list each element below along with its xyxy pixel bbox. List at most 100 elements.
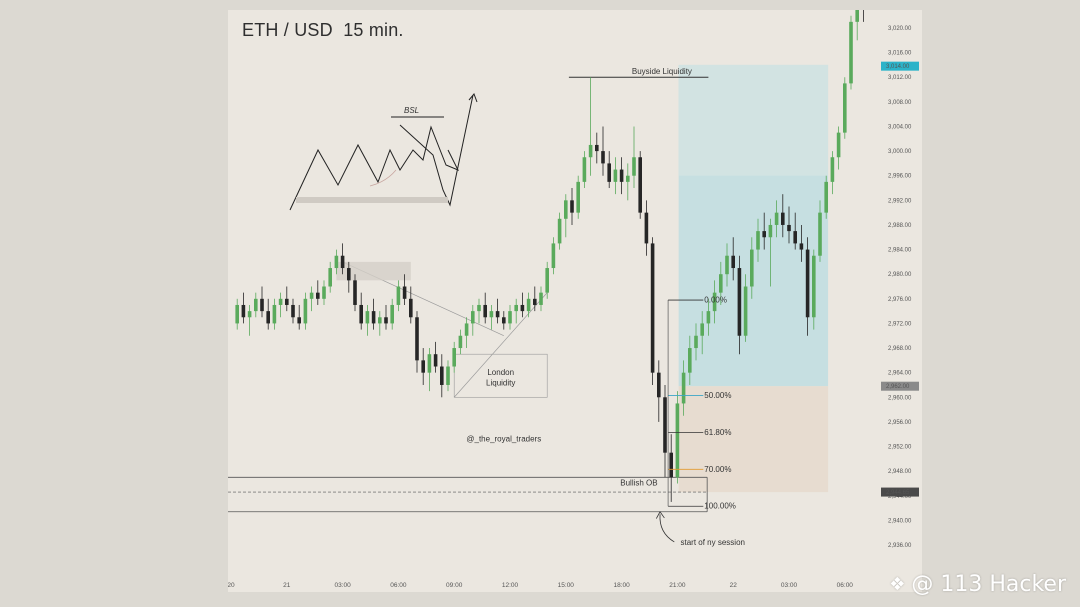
candle-body: [638, 157, 642, 213]
y-tick-label: 3,016.00: [888, 51, 912, 57]
candle-body: [688, 348, 692, 373]
y-tick-label: 2,972.00: [888, 321, 912, 327]
london-trendline-lower: [453, 292, 548, 398]
y-tick-label: 2,956.00: [888, 420, 912, 426]
y-tick-label: 2,936.00: [888, 543, 912, 549]
candle-body: [458, 335, 463, 349]
y-tick-label: 2,944.00: [888, 494, 912, 500]
sketch-bsl-label: BSL: [404, 106, 419, 115]
candle-body: [663, 397, 667, 453]
candle-body: [557, 218, 562, 244]
candle-body: [650, 243, 655, 373]
candle-body: [316, 292, 320, 299]
candle-body: [626, 175, 630, 182]
candle-body: [731, 255, 735, 269]
candle-body: [514, 304, 518, 312]
candle-body: [675, 403, 680, 478]
candle-body: [644, 212, 649, 244]
candle-body: [347, 268, 351, 281]
y-tick-label: 2,988.00: [888, 223, 912, 229]
candle-body: [415, 317, 419, 361]
candle-body: [278, 298, 283, 305]
price-tag-label: 2,944.65: [886, 490, 910, 496]
candle-body: [533, 298, 537, 305]
buyside-liquidity-label: Buyside Liquidity: [632, 67, 692, 76]
candle-body: [235, 304, 239, 324]
candle-body: [334, 255, 339, 269]
candle-body: [551, 243, 556, 269]
fib-level-label: 0.00%: [704, 296, 727, 305]
x-tick-label: 03:00: [781, 582, 798, 589]
london-label-line2: Liquidity: [486, 379, 515, 388]
y-tick-label: 2,952.00: [888, 445, 912, 451]
fib-level-label: 61.80%: [704, 428, 731, 437]
candle-body: [588, 144, 593, 158]
candle-body: [619, 169, 624, 182]
x-tick-label: 03:00: [334, 582, 351, 589]
candle-body: [657, 372, 661, 398]
candle-body: [812, 255, 816, 318]
candle-body: [824, 181, 828, 213]
x-tick-label: 18:00: [613, 582, 630, 589]
candle-body: [254, 298, 258, 312]
candle-body: [421, 360, 425, 373]
london-label-line1: London: [487, 368, 514, 377]
candle-body: [669, 452, 673, 478]
candle-body: [328, 268, 332, 287]
y-tick-label: 3,000.00: [888, 149, 912, 155]
candle-body: [427, 354, 432, 373]
candle-body: [502, 317, 506, 324]
sketch-arrowhead: [468, 93, 478, 103]
candle-body: [285, 298, 289, 305]
candle-body: [303, 298, 308, 324]
candle-body: [247, 311, 252, 318]
watermark-text: @ 113 Hacker: [911, 572, 1066, 597]
x-tick-label: 22: [730, 582, 738, 589]
price-chart[interactable]: Buyside Liquidity London Liquidity 0.00% 50.…: [228, 10, 922, 592]
candle-body: [700, 323, 704, 336]
fib-level-label: 50.00%: [704, 391, 731, 400]
candle-body: [309, 292, 314, 299]
ny-session-arrowhead: [655, 511, 665, 519]
candle-body: [836, 132, 841, 158]
candle-body: [477, 304, 481, 312]
candle-body: [266, 311, 270, 324]
candle-body: [520, 304, 525, 312]
price-tag-label: 2,962.00: [886, 384, 910, 390]
candle-body: [241, 304, 246, 318]
y-tick-label: 3,012.00: [888, 75, 912, 81]
x-tick-label: 12:00: [502, 582, 519, 589]
candle-body: [762, 231, 766, 238]
y-tick-label: 2,968.00: [888, 346, 912, 352]
chart-frame: Buyside Liquidity London Liquidity 0.00% 50.…: [228, 10, 922, 592]
y-tick-label: 2,980.00: [888, 272, 912, 278]
page-title: ETH / USD 15 min.: [242, 20, 404, 40]
candle-body: [353, 280, 357, 305]
candle-body: [737, 268, 742, 336]
ny-session-label: start of ny session: [681, 538, 745, 547]
candle-body: [371, 311, 376, 324]
candle-body: [260, 298, 264, 312]
y-tick-label: 2,964.00: [888, 371, 912, 377]
candle-body: [297, 317, 301, 324]
x-tick-label: 15:00: [558, 582, 575, 589]
candle-body: [613, 169, 618, 182]
candle-body: [843, 83, 847, 133]
credit-label: @_the_royal_traders: [466, 435, 541, 444]
candle-body: [719, 274, 723, 293]
candle-body: [781, 212, 785, 225]
candle-body: [725, 255, 729, 275]
candle-body: [694, 335, 698, 349]
candle-body: [787, 224, 791, 232]
candle-body: [756, 231, 760, 250]
candle-body: [508, 311, 512, 324]
candle-body: [706, 311, 711, 324]
candle-body: [632, 157, 636, 176]
candle-body: [433, 354, 438, 367]
x-tick-label: 06:00: [390, 582, 407, 589]
candle-body: [681, 372, 686, 404]
fib-level-label: 100.00%: [704, 502, 736, 511]
y-tick-label: 2,976.00: [888, 297, 912, 303]
candle-body: [390, 304, 394, 324]
price-tag: [881, 381, 919, 391]
